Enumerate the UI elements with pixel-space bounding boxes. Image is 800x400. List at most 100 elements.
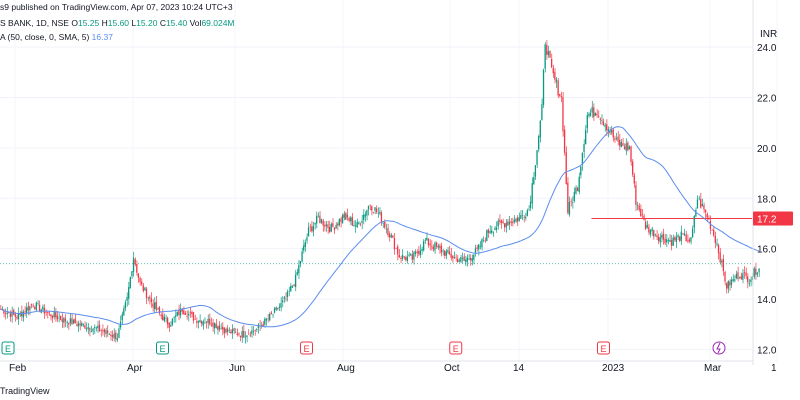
- candle-body: [555, 79, 558, 82]
- candle-body: [651, 228, 653, 232]
- candle-body: [272, 314, 274, 316]
- candle-body: [71, 318, 73, 325]
- earnings-event-letter: E: [5, 344, 11, 354]
- candle-body: [157, 308, 159, 310]
- time-axis[interactable]: Feb Apr Jun Aug Oct 14 2023 Mar 1: [0, 360, 777, 374]
- candle-body: [487, 229, 490, 233]
- candle-body: [59, 315, 62, 320]
- time-tick-label: Mar: [704, 363, 722, 374]
- candle-body: [695, 209, 697, 217]
- candle-body: [92, 328, 94, 332]
- candle-body: [264, 318, 266, 325]
- candle-body: [168, 322, 170, 328]
- candle-body: [374, 207, 376, 211]
- candle-body: [510, 221, 512, 223]
- candle-body: [747, 276, 749, 283]
- candle-body: [664, 238, 666, 244]
- candle-body: [606, 124, 608, 131]
- candle-body: [672, 237, 674, 246]
- candle-body: [729, 281, 731, 286]
- candle-body: [252, 330, 255, 332]
- candle-body: [128, 287, 130, 299]
- candle-body: [387, 228, 389, 236]
- currency-label: INR: [760, 29, 777, 40]
- candle-body: [687, 240, 689, 242]
- candle-body: [290, 286, 292, 292]
- candle-body: [500, 220, 503, 223]
- candle-body: [450, 253, 452, 258]
- candle-body: [491, 230, 493, 233]
- indicator-info[interactable]: A (50, close, 0, SMA, 5) 16.37: [0, 32, 113, 42]
- earnings-event-icon[interactable]: [156, 341, 169, 355]
- price-tick-label: 14.0: [757, 295, 777, 306]
- candle-body: [45, 311, 47, 313]
- candle-body: [405, 257, 407, 260]
- candle-body: [691, 228, 694, 238]
- earnings-event-icon[interactable]: [1, 341, 15, 355]
- candle-body: [210, 323, 212, 325]
- candle-body: [552, 68, 554, 74]
- candle-body: [366, 210, 368, 216]
- candle-body: [317, 216, 319, 218]
- candle-body: [557, 80, 559, 96]
- candle-body: [77, 323, 80, 327]
- candle-body: [414, 251, 417, 254]
- earnings-event-icon[interactable]: [300, 341, 313, 355]
- candle-body: [145, 288, 148, 299]
- candle-body: [340, 218, 342, 222]
- candle-body: [753, 268, 755, 277]
- candle-body: [521, 215, 524, 216]
- candle-body: [583, 143, 585, 152]
- candle-body: [526, 210, 528, 216]
- time-tick-label: Oct: [444, 363, 460, 374]
- candle-body: [458, 260, 460, 262]
- candle-body: [734, 279, 736, 281]
- candle-body: [11, 311, 13, 317]
- candle-body: [84, 325, 86, 329]
- candle-body: [150, 298, 152, 303]
- candle-body: [456, 258, 459, 263]
- dividend-flash-icon[interactable]: [712, 341, 726, 355]
- tradingview-logo: TradingView: [0, 386, 50, 396]
- candle-body: [267, 318, 269, 320]
- earnings-event-icon[interactable]: [449, 341, 463, 355]
- candle-body: [249, 334, 251, 336]
- candle-body: [756, 272, 759, 275]
- candle-body: [481, 239, 483, 248]
- candle-body: [293, 284, 295, 286]
- candle-body: [322, 220, 324, 226]
- price-axis[interactable]: INR 12.0 14.0 16.0 18.0 20.0 22.0 24.0: [752, 0, 777, 365]
- candle-body: [37, 303, 39, 304]
- candle-body: [129, 277, 131, 289]
- publish-line: s9 published on TradingView.com, Apr 07,…: [0, 2, 233, 12]
- candle-body: [547, 51, 550, 55]
- candle-body: [186, 315, 188, 317]
- candle-body: [426, 237, 428, 241]
- candle-body: [298, 264, 300, 274]
- candle-body: [217, 326, 219, 330]
- candle-body: [461, 258, 464, 260]
- candle-body: [419, 250, 421, 256]
- candle-body: [144, 287, 146, 291]
- candle-body: [460, 257, 462, 262]
- candle-body: [484, 240, 486, 242]
- candle-body: [51, 315, 54, 318]
- candle-body: [570, 201, 572, 202]
- candle-body: [66, 321, 68, 323]
- earnings-event-icon[interactable]: [597, 341, 610, 355]
- candle-body: [476, 247, 478, 249]
- candle-body: [328, 226, 331, 232]
- candle-body: [465, 259, 467, 263]
- candle-body: [277, 308, 279, 310]
- candle-body: [474, 248, 477, 254]
- candle-body: [725, 283, 728, 289]
- candle-body: [332, 223, 334, 227]
- candle-body: [294, 274, 297, 288]
- candle-body: [384, 221, 386, 228]
- candle-body: [393, 238, 396, 250]
- time-tick-label: Feb: [9, 363, 27, 374]
- candle-body: [142, 285, 144, 291]
- candle-body: [644, 221, 647, 229]
- candle-body: [304, 242, 306, 247]
